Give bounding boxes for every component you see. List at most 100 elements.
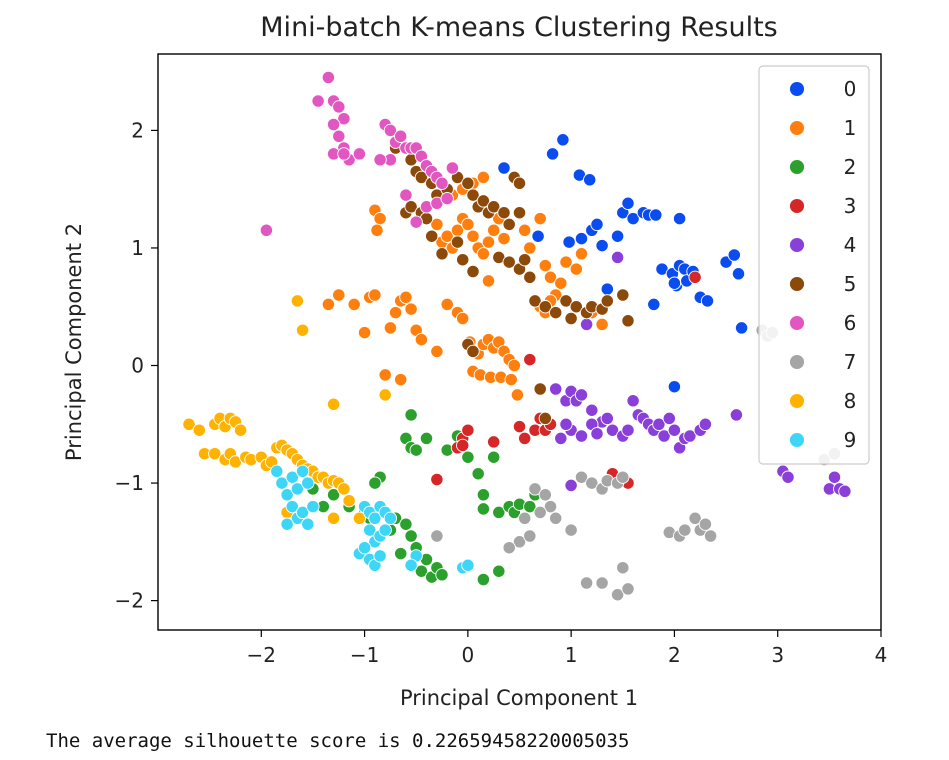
data-point-cluster-5 (466, 188, 480, 202)
data-point-cluster-9 (373, 549, 387, 563)
data-point-cluster-6 (394, 129, 408, 143)
data-point-cluster-6 (332, 100, 346, 114)
data-point-cluster-0 (672, 211, 687, 226)
data-point-cluster-7 (610, 588, 625, 602)
data-point-cluster-7 (430, 529, 444, 543)
data-point-cluster-3 (523, 352, 537, 367)
legend-marker-4 (789, 237, 805, 253)
data-point-cluster-1 (347, 297, 361, 312)
data-point-cluster-5 (487, 200, 501, 214)
data-point-cluster-7 (616, 470, 630, 484)
data-point-cluster-6 (337, 147, 351, 161)
data-point-cluster-0 (626, 211, 640, 226)
data-point-cluster-6 (409, 215, 423, 229)
data-point-cluster-7 (574, 470, 589, 484)
data-point-cluster-6 (332, 129, 346, 143)
data-point-cluster-1 (569, 262, 583, 276)
data-point-cluster-0 (531, 229, 545, 243)
data-point-cluster-9 (290, 482, 305, 496)
data-point-cluster-4 (781, 470, 795, 484)
data-point-cluster-9 (357, 541, 372, 555)
data-point-cluster-4 (590, 427, 604, 441)
data-point-cluster-0 (649, 208, 663, 222)
legend-label-6: 6 (844, 311, 857, 335)
data-point-cluster-1 (383, 321, 398, 335)
data-point-cluster-1 (404, 302, 418, 316)
data-point-cluster-6 (352, 147, 367, 161)
data-point-cluster-1 (357, 325, 372, 340)
data-point-cluster-4 (662, 411, 676, 426)
data-point-cluster-8 (337, 482, 351, 496)
data-point-cluster-7 (528, 482, 542, 496)
legend-marker-2 (789, 159, 805, 175)
data-point-cluster-4 (652, 417, 666, 431)
data-point-cluster-4 (626, 394, 640, 408)
data-point-cluster-9 (275, 476, 289, 490)
data-point-cluster-0 (590, 217, 604, 232)
chart-title: Mini-batch K-means Clustering Results (260, 12, 777, 43)
data-point-cluster-5 (466, 344, 480, 359)
data-point-cluster-5 (538, 411, 552, 426)
data-point-cluster-3 (518, 431, 532, 446)
data-point-cluster-1 (399, 290, 413, 304)
data-point-cluster-0 (610, 229, 625, 243)
data-point-cluster-5 (538, 300, 552, 314)
data-point-cluster-1 (456, 311, 470, 326)
legend: 0 1 2 3 4 5 6 7 8 9 (758, 65, 870, 465)
data-point-cluster-5 (564, 311, 578, 326)
data-point-cluster-9 (378, 523, 392, 537)
data-point-cluster-7 (502, 541, 516, 555)
data-point-cluster-5 (414, 170, 429, 185)
data-point-cluster-5 (456, 253, 470, 267)
data-point-cluster-3 (430, 472, 444, 487)
data-point-cluster-2 (461, 450, 475, 464)
legend-marker-5 (789, 276, 805, 292)
data-point-cluster-0 (667, 276, 682, 290)
data-point-cluster-1 (507, 358, 521, 373)
data-point-cluster-3 (456, 438, 470, 453)
data-point-cluster-8 (208, 447, 222, 461)
data-point-cluster-5 (476, 194, 491, 208)
data-point-cluster-5 (549, 305, 563, 320)
data-point-cluster-0 (595, 238, 609, 253)
x-tick-label: 2 (668, 643, 681, 667)
data-point-cluster-2 (368, 476, 382, 490)
data-point-cluster-6 (435, 176, 449, 190)
legend-marker-8 (789, 393, 805, 409)
data-point-cluster-8 (326, 397, 341, 411)
data-point-cluster-1 (461, 217, 475, 232)
data-point-cluster-4 (610, 250, 625, 265)
data-point-cluster-1 (487, 223, 501, 237)
points-layer (182, 70, 852, 602)
legend-marker-7 (789, 354, 805, 370)
data-point-cluster-2 (399, 517, 413, 531)
data-point-cluster-3 (461, 423, 475, 437)
data-point-cluster-5 (461, 176, 475, 190)
legend-marker-6 (789, 315, 805, 331)
data-point-cluster-9 (404, 558, 418, 572)
data-point-cluster-9 (363, 523, 377, 537)
data-point-cluster-2 (409, 443, 423, 457)
data-point-cluster-9 (285, 470, 299, 484)
y-tick-label: 2 (131, 118, 144, 142)
data-point-cluster-7 (698, 517, 713, 531)
x-axis-label: Principal Component 1 (400, 686, 638, 710)
data-point-cluster-2 (414, 564, 429, 578)
data-point-cluster-5 (600, 294, 614, 308)
data-point-cluster-3 (487, 435, 501, 449)
data-point-cluster-5 (404, 200, 418, 214)
data-point-cluster-6 (383, 123, 398, 138)
data-point-cluster-7 (543, 499, 558, 514)
data-point-cluster-7 (518, 511, 532, 525)
legend-label-3: 3 (844, 194, 857, 218)
data-point-cluster-6 (373, 153, 387, 167)
data-point-cluster-9 (280, 517, 294, 531)
data-point-cluster-6 (311, 94, 325, 108)
data-point-cluster-2 (419, 431, 434, 446)
data-point-cluster-4 (838, 484, 852, 498)
data-point-cluster-6 (399, 188, 413, 202)
data-point-cluster-4 (698, 417, 713, 431)
data-point-cluster-0 (583, 173, 597, 187)
data-point-cluster-5 (425, 229, 439, 243)
data-point-cluster-6 (440, 191, 454, 206)
